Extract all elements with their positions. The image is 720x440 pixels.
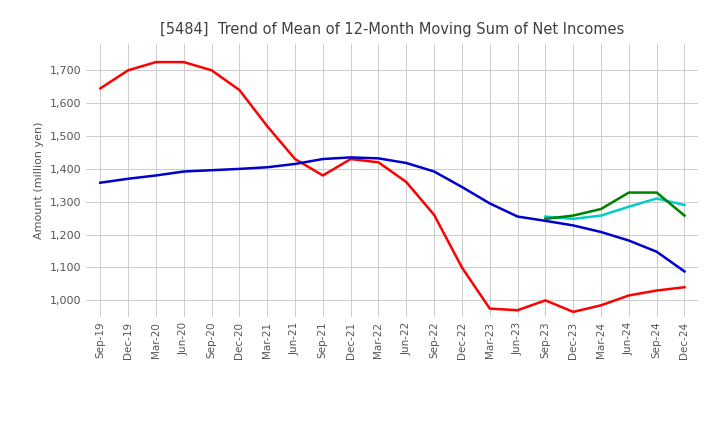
Title: [5484]  Trend of Mean of 12-Month Moving Sum of Net Incomes: [5484] Trend of Mean of 12-Month Moving … — [161, 22, 624, 37]
Y-axis label: Amount (million yen): Amount (million yen) — [35, 121, 45, 239]
